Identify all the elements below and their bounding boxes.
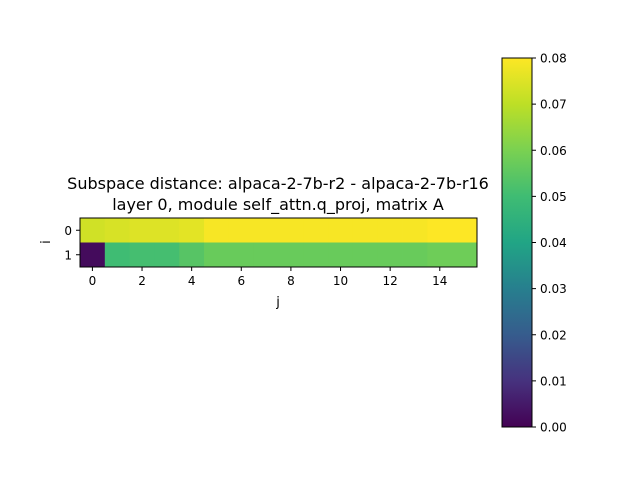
colorbar-tick-label: 0.04 bbox=[540, 236, 567, 250]
colorbar-tick-label: 0.07 bbox=[540, 98, 567, 112]
heatmap-cell bbox=[352, 218, 379, 243]
heatmap-cell bbox=[179, 242, 205, 268]
heatmap-cell bbox=[253, 218, 279, 243]
heatmap-cell bbox=[427, 242, 453, 268]
heatmap-cell bbox=[427, 218, 453, 243]
x-axis-label: j bbox=[275, 295, 280, 310]
x-tick-label: 4 bbox=[188, 274, 196, 288]
y-axis-ticks: 01 bbox=[64, 224, 80, 262]
colorbar-ticks: 0.00 0.01 0.02 0.03 0.04 0.05 0.06 0.07 0.08 bbox=[532, 52, 567, 435]
colorbar-tick-label: 0.02 bbox=[540, 328, 567, 342]
colorbar-tick-label: 0.08 bbox=[540, 52, 567, 66]
x-tick-label: 8 bbox=[287, 274, 295, 288]
x-axis-ticks: 0 2 4 6 8 10 12 14 bbox=[89, 267, 447, 288]
chart-title-line2: layer 0, module self_attn.q_proj, matrix… bbox=[112, 195, 444, 215]
colorbar-tick-label: 0.01 bbox=[540, 374, 567, 388]
heatmap-cell bbox=[377, 242, 403, 268]
heatmap-cell bbox=[80, 218, 106, 243]
heatmap-cell bbox=[228, 218, 255, 243]
heatmap-cell bbox=[104, 218, 131, 243]
colorbar-tick-label: 0.06 bbox=[540, 144, 567, 158]
heatmap-cell bbox=[452, 218, 478, 243]
heatmap-cell bbox=[129, 218, 155, 243]
heatmap-cell bbox=[154, 242, 180, 268]
heatmap-cell bbox=[154, 218, 180, 243]
heatmap-cell bbox=[278, 242, 304, 268]
heatmap-cells bbox=[80, 218, 478, 268]
heatmap-cell bbox=[278, 218, 304, 243]
y-tick-label: 1 bbox=[64, 248, 72, 262]
heatmap-cell bbox=[452, 242, 478, 268]
heatmap-cell bbox=[303, 242, 329, 268]
y-axis-label: i bbox=[39, 240, 54, 244]
heatmap-cell bbox=[328, 242, 354, 268]
colorbar-tick-label: 0.05 bbox=[540, 190, 567, 204]
heatmap-cell bbox=[179, 218, 205, 243]
heatmap-cell bbox=[80, 242, 106, 268]
x-tick-label: 6 bbox=[237, 274, 245, 288]
colorbar-tick-label: 0.03 bbox=[540, 282, 567, 296]
heatmap-cell bbox=[129, 242, 155, 268]
colorbar-tick-label: 0.00 bbox=[540, 421, 567, 435]
chart-title-line1: Subspace distance: alpaca-2-7b-r2 - alpa… bbox=[67, 174, 489, 193]
heatmap-cell bbox=[402, 218, 428, 243]
heatmap-cell bbox=[204, 242, 230, 268]
y-tick-label: 0 bbox=[64, 224, 72, 238]
heatmap-cell bbox=[352, 242, 379, 268]
x-tick-label: 0 bbox=[89, 274, 97, 288]
x-tick-label: 2 bbox=[138, 274, 146, 288]
heatmap-frame bbox=[79, 217, 478, 268]
x-tick-label: 10 bbox=[333, 274, 348, 288]
x-tick-label: 14 bbox=[432, 274, 447, 288]
x-tick-label: 12 bbox=[383, 274, 398, 288]
heatmap-cell bbox=[328, 218, 354, 243]
heatmap-cell bbox=[303, 218, 329, 243]
heatmap-cell bbox=[204, 218, 230, 243]
heatmap-cell bbox=[253, 242, 279, 268]
heatmap-cell bbox=[402, 242, 428, 268]
heatmap-cell bbox=[228, 242, 255, 268]
heatmap-cell bbox=[104, 242, 131, 268]
colorbar bbox=[501, 57, 533, 428]
heatmap-cell bbox=[377, 218, 403, 243]
